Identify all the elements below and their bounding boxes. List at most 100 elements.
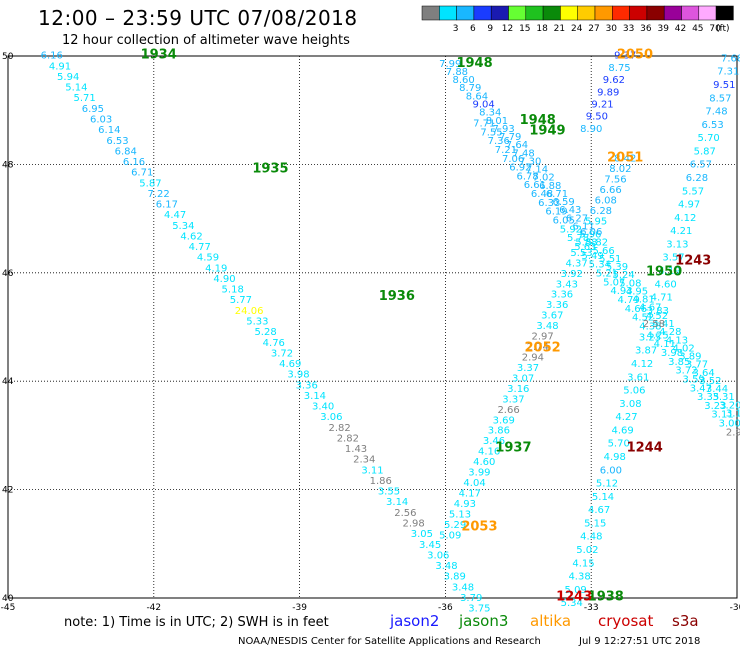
wave-height-value: 5.12 bbox=[596, 479, 618, 490]
wave-height-value: 8.79 bbox=[459, 83, 481, 94]
legend-swatch bbox=[629, 5, 648, 21]
wave-height-value: 8.57 bbox=[709, 93, 731, 104]
legend-swatch bbox=[577, 5, 596, 21]
legend-swatch bbox=[508, 5, 527, 21]
latitude-tick-label: 44 bbox=[2, 377, 14, 387]
legend-tick-label: 9 bbox=[487, 24, 493, 34]
legend-swatch bbox=[473, 5, 492, 21]
wave-height-value: 5.14 bbox=[65, 83, 87, 94]
wave-height-value: 8.90 bbox=[580, 124, 602, 135]
wave-height-value: 4.67 bbox=[588, 505, 610, 516]
wave-height-value: 6.71 bbox=[131, 168, 153, 179]
wave-height-value: 3.20 bbox=[719, 400, 740, 411]
legend-swatch bbox=[646, 5, 665, 21]
wave-height-value: 3.83 bbox=[647, 306, 669, 317]
wave-height-value: 4.69 bbox=[279, 359, 301, 370]
longitude-tick-labels: -45 -42 -39 -36 -33 -30 bbox=[1, 603, 740, 613]
wave-height-value: 3.37 bbox=[517, 363, 539, 374]
legend-swatch bbox=[715, 5, 734, 21]
wave-height-value: 3.13 bbox=[666, 239, 688, 250]
wave-height-value: 6.84 bbox=[115, 146, 137, 157]
wave-height-value: 3.98 bbox=[661, 348, 683, 359]
map-title: 12:00 – 23:59 UTC 07/08/2018 bbox=[38, 6, 358, 30]
color-scale-legend: 3 6 9 12 15 18 21 24 27 30 33 36 39 42 45 70 bbox=[421, 5, 734, 34]
legend-tick-label: 39 bbox=[657, 24, 669, 34]
legend-swatch bbox=[439, 5, 457, 21]
legend-swatch bbox=[456, 5, 475, 21]
legend-swatch bbox=[560, 5, 578, 21]
wave-height-value: 2.58 bbox=[643, 319, 665, 330]
wave-height-value: 5.39 bbox=[606, 262, 628, 273]
wave-height-value: 4.04 bbox=[463, 478, 485, 489]
wave-height-value: 5.95 bbox=[585, 216, 607, 227]
pass-time-label: 2050 bbox=[617, 48, 653, 63]
legend-tick-label: 36 bbox=[640, 24, 652, 34]
wave-height-value: 3.48 bbox=[435, 561, 457, 572]
wave-height-value: 3.87 bbox=[635, 346, 657, 357]
wave-height-value: 6.43 bbox=[559, 205, 581, 216]
pass-time-label: 1936 bbox=[379, 289, 415, 304]
wave-height-value: 5.92 bbox=[560, 224, 582, 235]
wave-height-value: 4.60 bbox=[473, 457, 495, 468]
wave-height-value: 5.78 bbox=[567, 233, 589, 244]
pass-time-label: 2052 bbox=[525, 340, 561, 355]
wave-height-value: 4.60 bbox=[655, 279, 677, 290]
legend-swatch bbox=[542, 5, 561, 21]
wave-height-value: 8.75 bbox=[608, 63, 630, 74]
wave-height-value: 5.34 bbox=[561, 598, 583, 609]
wave-height-value: 8.42 bbox=[614, 154, 636, 165]
wave-height-value: 3.36 bbox=[551, 290, 573, 301]
wave-height-value: 8.64 bbox=[466, 91, 488, 102]
wave-height-value: 7.06 bbox=[502, 154, 524, 165]
pass-time-label: 1950 bbox=[646, 265, 682, 280]
wave-height-value: 5.28 bbox=[254, 327, 276, 338]
wave-height-value: 4.11 bbox=[654, 339, 676, 350]
wave-height-value: 3.25 bbox=[639, 332, 661, 343]
wave-height-value: 6.27 bbox=[566, 213, 588, 224]
wave-height-value: 6.00 bbox=[600, 465, 622, 476]
wave-height-value: 2.34 bbox=[353, 455, 375, 466]
wave-height-value: 3.00 bbox=[719, 419, 740, 430]
wave-height-value: 4.02 bbox=[673, 343, 695, 354]
wave-height-value: 4.25 bbox=[646, 330, 668, 341]
legend-tick-label: 30 bbox=[606, 24, 618, 34]
wave-height-value: 4.28 bbox=[659, 327, 681, 338]
wave-height-value: 3.36 bbox=[546, 300, 568, 311]
legend-tick-label: 27 bbox=[588, 24, 599, 34]
wave-height-value: 3.11 bbox=[361, 465, 383, 476]
wave-height-value: 4.52 bbox=[646, 311, 668, 322]
wave-height-value: 5.51 bbox=[599, 254, 621, 265]
pass-time-label: 1243 bbox=[675, 254, 711, 269]
latitude-tick-label: 40 bbox=[2, 594, 14, 604]
wave-height-value: 6.33 bbox=[538, 198, 560, 209]
wave-height-value: 7.93 bbox=[492, 124, 514, 135]
wave-height-value: 3.92 bbox=[561, 269, 583, 280]
wave-height-value: 7.30 bbox=[519, 156, 541, 167]
latitude-tick-label: 46 bbox=[2, 269, 14, 279]
wave-height-value: 7.21 bbox=[495, 145, 517, 156]
wave-height-value: 6.53 bbox=[106, 136, 128, 147]
wave-height-value: 9.89 bbox=[597, 87, 619, 98]
wave-height-value: 3.89 bbox=[444, 572, 466, 583]
wave-height-value: 6.05 bbox=[553, 216, 575, 227]
wave-height-value: 3.43 bbox=[556, 279, 578, 290]
legend-tick-label: 42 bbox=[675, 24, 686, 34]
wave-height-value: 5.66 bbox=[592, 246, 614, 257]
wave-height-value: 4.21 bbox=[670, 226, 692, 237]
wave-height-value: 9.50 bbox=[586, 112, 608, 123]
wave-height-value: 7.64 bbox=[506, 140, 528, 151]
wave-height-value: 8.02 bbox=[609, 164, 631, 175]
legend-tick-label: 70 bbox=[709, 24, 721, 34]
wave-height-value: 7.36 bbox=[488, 136, 510, 147]
pass-time-label: 2053 bbox=[461, 519, 497, 534]
wave-height-value: 4.93 bbox=[610, 286, 632, 297]
satellite-legend-s3a: s3a bbox=[672, 612, 699, 630]
latitude-tick-label: 50 bbox=[2, 52, 14, 62]
wave-height-value: 6.71 bbox=[546, 189, 568, 200]
wave-height-value: 3.89 bbox=[679, 352, 701, 363]
legend-swatch bbox=[421, 5, 440, 21]
wave-height-value: 3.37 bbox=[502, 394, 524, 405]
wave-height-value: 5.06 bbox=[623, 386, 645, 397]
wave-height-value: 4.37 bbox=[565, 258, 587, 269]
wave-height-value: 9.51 bbox=[713, 80, 735, 91]
